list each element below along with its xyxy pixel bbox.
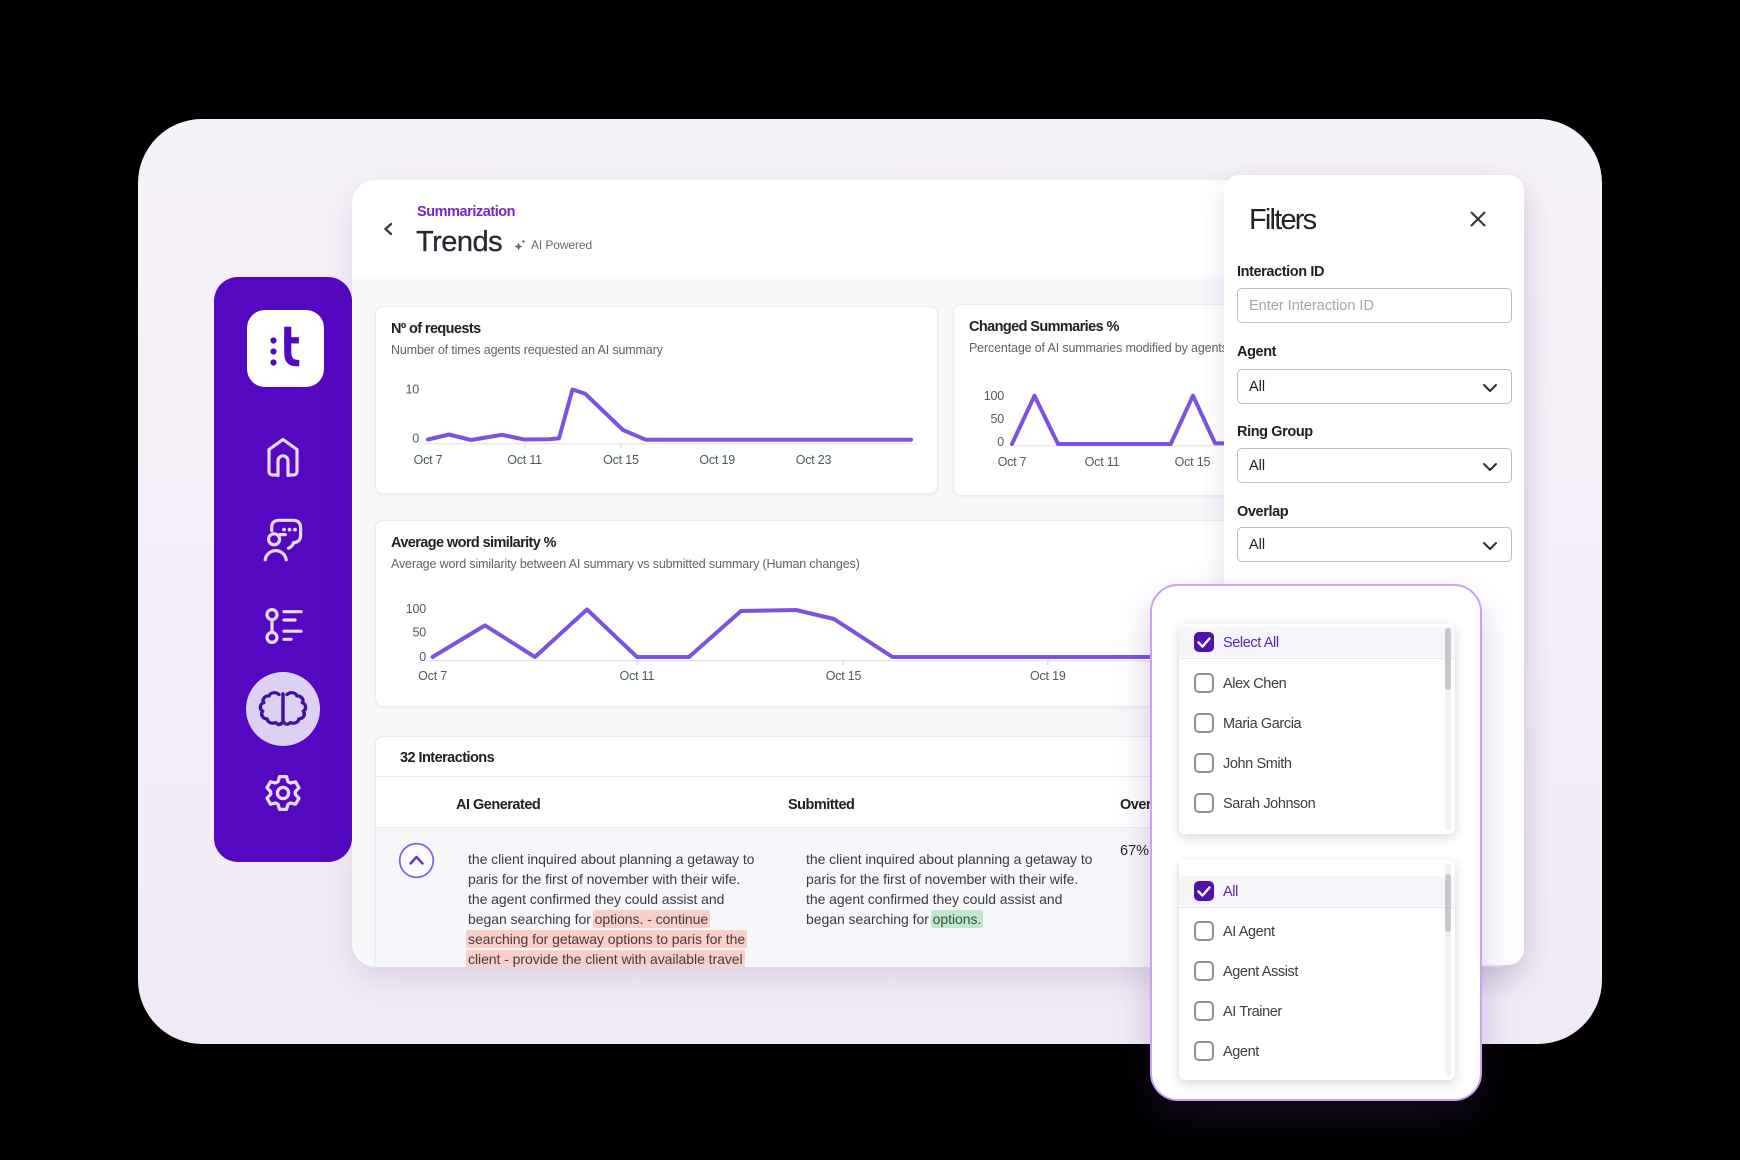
svg-text:Oct 7: Oct 7 bbox=[998, 455, 1027, 469]
svg-text:Oct 15: Oct 15 bbox=[826, 669, 862, 683]
svg-text:Oct 11: Oct 11 bbox=[507, 453, 542, 467]
svg-text:10: 10 bbox=[405, 383, 419, 397]
svg-text:Oct 7: Oct 7 bbox=[414, 453, 443, 467]
svg-text:0: 0 bbox=[419, 650, 426, 664]
svg-text:0: 0 bbox=[412, 432, 419, 446]
svg-text:100: 100 bbox=[406, 602, 427, 616]
svg-text:50: 50 bbox=[412, 626, 426, 640]
svg-text:100: 100 bbox=[984, 389, 1005, 403]
svg-text:0: 0 bbox=[997, 435, 1004, 449]
svg-text:Oct 23: Oct 23 bbox=[796, 453, 832, 467]
svg-text:50: 50 bbox=[990, 412, 1004, 426]
svg-text:Oct 11: Oct 11 bbox=[620, 669, 655, 683]
svg-text:Oct 7: Oct 7 bbox=[418, 669, 447, 683]
svg-text:Oct 15: Oct 15 bbox=[603, 453, 639, 467]
svg-text:Oct 19: Oct 19 bbox=[1030, 669, 1066, 683]
svg-text:Oct 11: Oct 11 bbox=[1085, 455, 1120, 469]
svg-text:Oct 19: Oct 19 bbox=[699, 453, 735, 467]
svg-text:Oct 15: Oct 15 bbox=[1175, 455, 1211, 469]
